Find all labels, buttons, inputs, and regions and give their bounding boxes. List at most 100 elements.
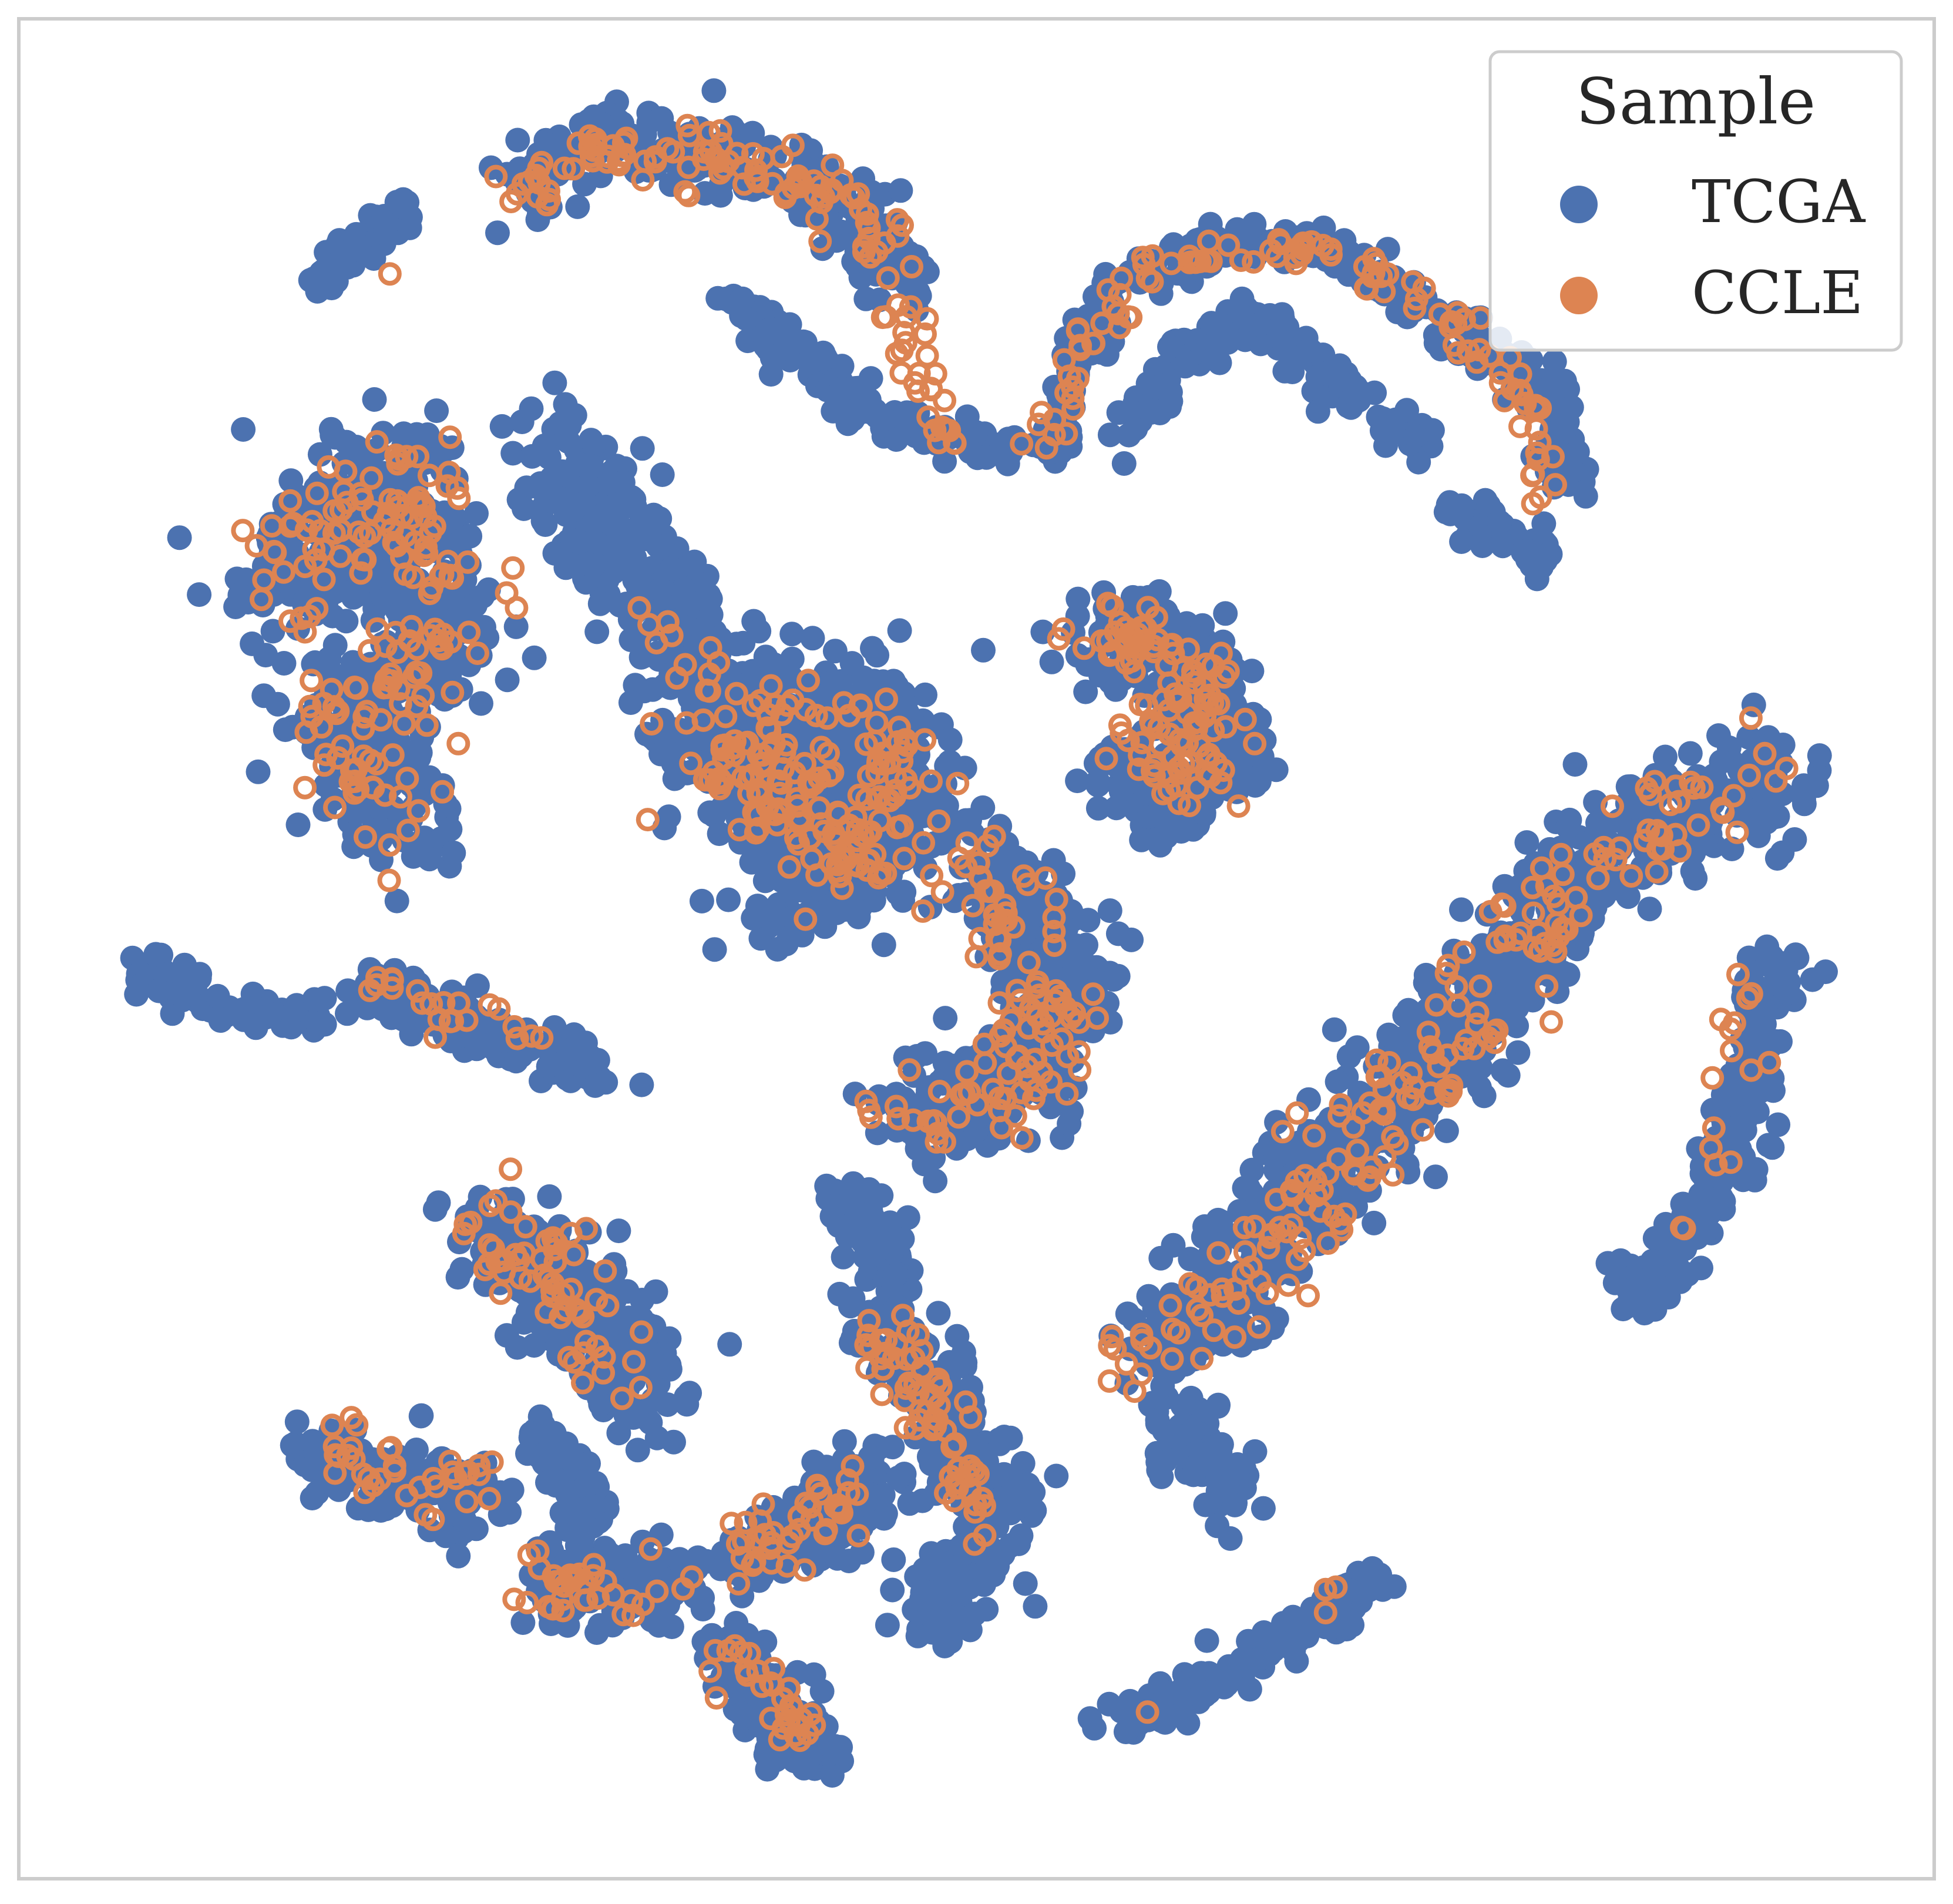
scatter-point-tcga (205, 983, 230, 1009)
scatter-point-tcga (485, 220, 510, 246)
scatter-point-tcga (593, 1070, 618, 1095)
scatter-point-tcga (1023, 1594, 1048, 1619)
scatter-point-tcga (822, 639, 848, 664)
scatter-point-tcga (1148, 832, 1173, 858)
scatter-point-tcga (335, 1001, 359, 1026)
scatter-point-tcga (424, 398, 449, 424)
scatter-point-tcga (554, 1431, 579, 1456)
scatter-point-tcga (717, 1332, 742, 1357)
scatter-point-tcga (887, 618, 912, 643)
scatter-point-tcga (716, 887, 741, 912)
scatter-point-tcga (580, 553, 605, 579)
scatter-point-tcga (1243, 773, 1268, 798)
scatter-point-tcga (888, 178, 913, 203)
scatter-point-tcga (653, 673, 678, 698)
scatter-point-tcga (926, 1301, 951, 1326)
scatter-point-tcga (792, 330, 818, 355)
scatter-point-tcga (519, 1421, 544, 1446)
scatter-point-tcga (1097, 422, 1122, 448)
scatter-point-tcga (865, 643, 890, 668)
scatter-point-tcga (1549, 412, 1575, 438)
scatter-point-tcga (1337, 240, 1362, 265)
scatter-point-tcga (335, 978, 361, 1003)
scatter-point-tcga (656, 804, 681, 830)
scatter-point-tcga (607, 593, 633, 618)
scatter-point-tcga (1313, 361, 1339, 386)
scatter-point-tcga (584, 619, 610, 644)
scatter-point-tcga (823, 384, 848, 409)
scatter-point-tcga (179, 964, 204, 989)
scatter-point-tcga (606, 1218, 631, 1244)
scatter-point-tcga (500, 441, 526, 466)
scatter-point-tcga (1372, 415, 1397, 440)
scatter-point-tcga (650, 462, 675, 487)
scatter-point-tcga (342, 800, 367, 824)
scatter-point-tcga (934, 753, 959, 778)
scatter-point-tcga (629, 1072, 654, 1097)
scatter-point-tcga (494, 1323, 519, 1348)
scatter-point-tcga (422, 1197, 448, 1222)
scatter-point-tcga (791, 1755, 816, 1781)
scatter-point-tcga (540, 1052, 566, 1077)
scatter-point-tcga (1038, 951, 1063, 976)
scatter-point-tcga (565, 194, 590, 219)
scatter-point-tcga (926, 790, 951, 815)
scatter-point-tcga (515, 1300, 540, 1325)
scatter-point-tcga (1138, 400, 1164, 425)
scatter-point-tcga (430, 773, 455, 798)
scatter-point-tcga (549, 486, 574, 512)
scatter-point-tcga (469, 691, 493, 716)
scatter-point-tcga (707, 821, 732, 847)
scatter-point-tcga (503, 1049, 529, 1074)
scatter-point-tcga (650, 1566, 675, 1591)
scatter-point-tcga (519, 444, 544, 469)
scatter-point-tcga (397, 596, 422, 621)
scatter-point-tcga (322, 425, 348, 450)
scatter-point-tcga (1078, 1017, 1103, 1042)
scatter-point-tcga (539, 466, 564, 491)
scatter-point-tcga (510, 1610, 536, 1635)
scatter-point-tcga (689, 888, 714, 914)
scatter-point-tcga (1158, 389, 1184, 414)
scatter-point-tcga (385, 1002, 411, 1027)
scatter-point-tcga (871, 932, 896, 958)
scatter-point-tcga (399, 1022, 424, 1047)
scatter-point-tcga (1057, 1111, 1082, 1136)
scatter-point-tcga (635, 526, 660, 552)
scatter-point-tcga (476, 577, 501, 602)
scatter-point-tcga (1097, 898, 1122, 924)
scatter-point-tcga (1103, 677, 1128, 702)
scatter-point-tcga (880, 1577, 905, 1603)
scatter-point-tcga (705, 286, 731, 311)
scatter-point-tcga (406, 745, 432, 770)
scatter-point-tcga (747, 619, 772, 644)
scatter-point-tcga (984, 1549, 1010, 1574)
scatter-point-tcga (276, 571, 301, 596)
scatter-point-tcga (495, 667, 520, 693)
scatter-point-tcga (581, 104, 606, 129)
scatter-point-tcga (438, 817, 463, 842)
scatter-point-tcga (505, 127, 530, 153)
scatter-point-tcga (1543, 466, 1568, 491)
scatter-point-tcga (322, 633, 348, 658)
scatter-point-tcga (284, 1409, 310, 1435)
scatter-point-tcga (246, 759, 271, 784)
scatter-point-tcga (842, 1082, 868, 1107)
scatter-point-tcga (690, 726, 715, 751)
scatter-point-tcga (779, 622, 805, 647)
scatter-point-tcga (1129, 827, 1154, 852)
scatter-point-tcga (944, 1136, 969, 1161)
scatter-point-tcga (923, 1168, 948, 1194)
scatter-point-tcga (489, 414, 515, 439)
scatter-point-tcga (890, 888, 916, 913)
scatter-point-tcga (1270, 306, 1295, 331)
scatter-point-tcga (1403, 424, 1428, 449)
scatter-point-tcga (1449, 529, 1474, 554)
scatter-point-tcga (167, 525, 192, 550)
scatter-point-tcga (1190, 613, 1215, 638)
scatter-point-tcga (702, 937, 727, 962)
scatter-point-tcga (187, 582, 212, 607)
scatter-point-tcga (1106, 400, 1131, 425)
scatter-point-tcga (632, 122, 657, 147)
